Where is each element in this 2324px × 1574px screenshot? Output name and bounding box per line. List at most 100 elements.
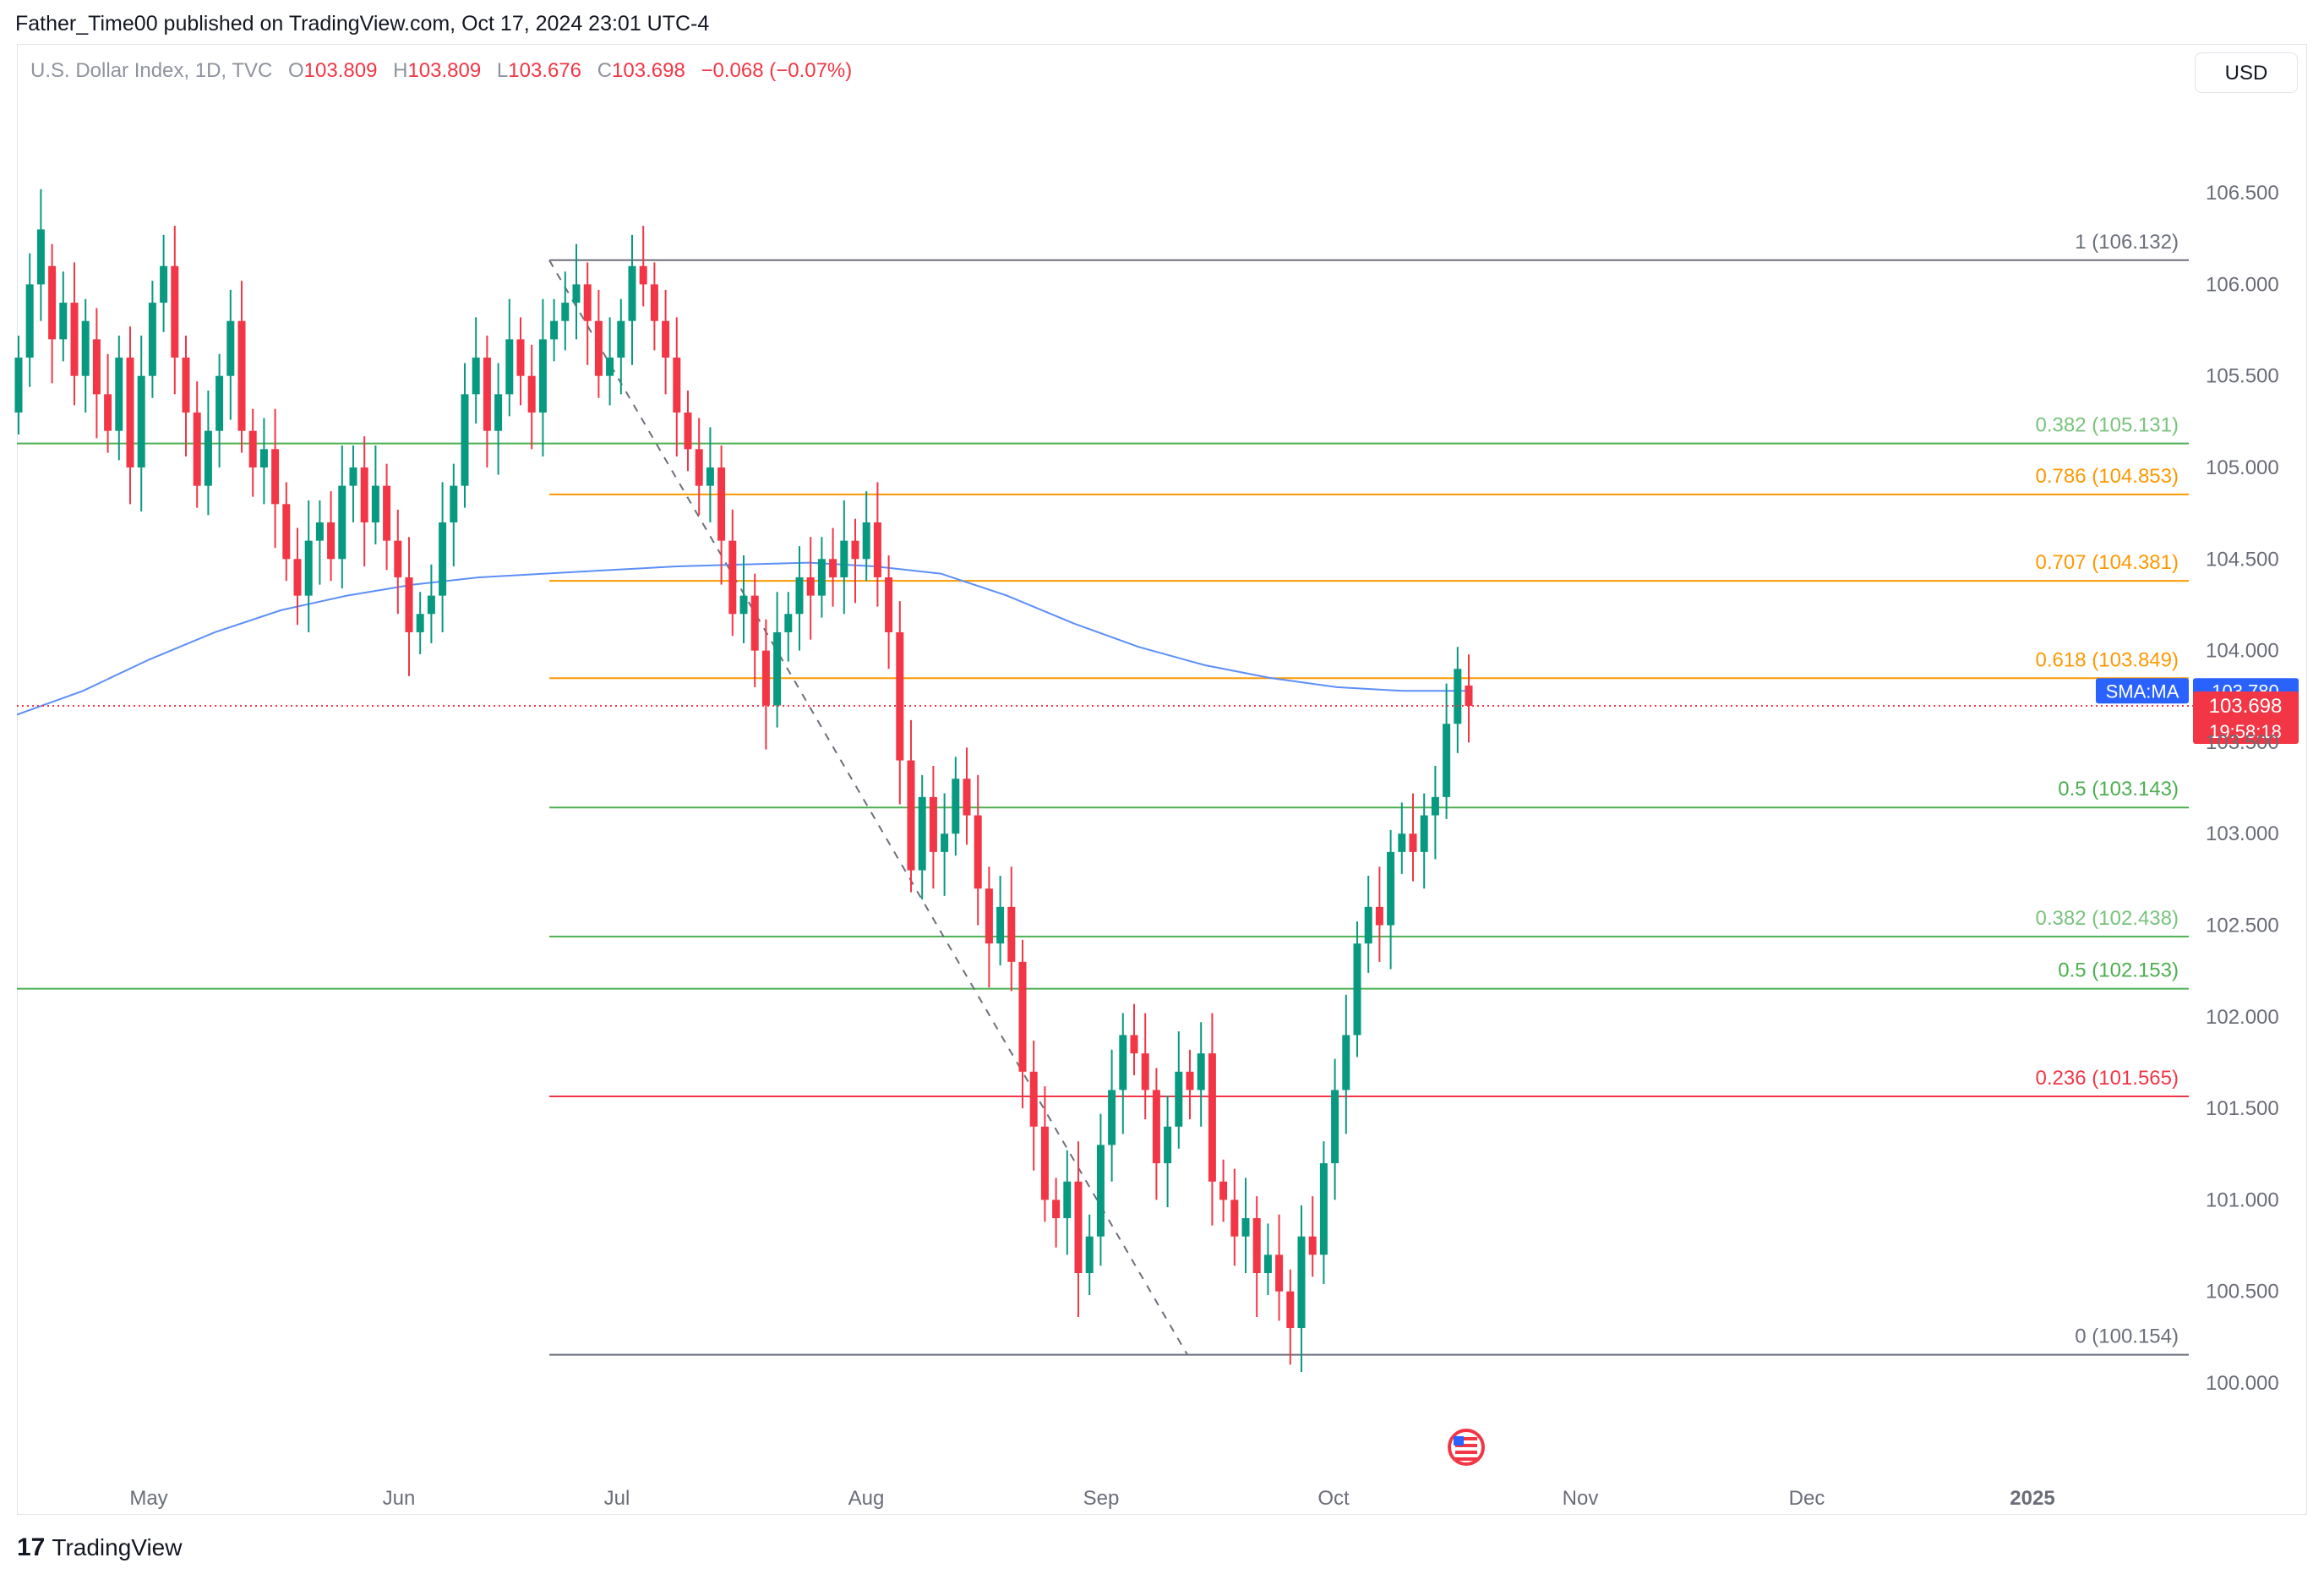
candle-body[interactable] (461, 394, 469, 486)
candle-body[interactable] (862, 522, 870, 560)
candle-body[interactable] (1052, 1200, 1061, 1219)
candle-body[interactable] (1208, 1053, 1216, 1182)
tradingview-logo[interactable]: 17 TradingView (17, 1533, 182, 1562)
candle-body[interactable] (817, 559, 826, 596)
candle-body[interactable] (583, 284, 592, 321)
candle-body[interactable] (695, 449, 703, 486)
candle-body[interactable] (70, 303, 79, 376)
candle-body[interactable] (137, 375, 145, 467)
candle-body[interactable] (1443, 724, 1451, 797)
candle-body[interactable] (538, 339, 547, 413)
candle-body[interactable] (1387, 851, 1395, 926)
candle-body[interactable] (115, 358, 123, 431)
candle-body[interactable] (1230, 1200, 1239, 1237)
candle-body[interactable] (1164, 1126, 1172, 1164)
candle-body[interactable] (606, 358, 614, 376)
candle-body[interactable] (1152, 1090, 1160, 1164)
currency-button[interactable]: USD (2195, 52, 2298, 93)
candle-body[interactable] (1108, 1090, 1116, 1145)
candle-body[interactable] (873, 522, 881, 577)
candle-body[interactable] (550, 320, 559, 340)
candle-body[interactable] (182, 358, 190, 413)
candle-body[interactable] (383, 485, 391, 541)
candle-body[interactable] (371, 485, 379, 522)
candle-body[interactable] (1375, 906, 1383, 926)
candle-body[interactable] (1018, 961, 1027, 1072)
candle-body[interactable] (750, 595, 759, 651)
candle-body[interactable] (25, 284, 34, 358)
candle-body[interactable] (1219, 1181, 1228, 1200)
candle-body[interactable] (505, 339, 514, 395)
candle-body[interactable] (472, 358, 480, 395)
candle-body[interactable] (293, 559, 302, 596)
candle-body[interactable] (1409, 833, 1417, 852)
candle-body[interactable] (394, 540, 402, 577)
candle-body[interactable] (1063, 1181, 1072, 1219)
candle-body[interactable] (1241, 1218, 1250, 1237)
candle-body[interactable] (918, 796, 926, 871)
candle-body[interactable] (1007, 906, 1016, 962)
candle-body[interactable] (327, 522, 336, 560)
candle-body[interactable] (215, 375, 224, 431)
candle-body[interactable] (204, 430, 212, 486)
candle-body[interactable] (784, 614, 793, 632)
candle-body[interactable] (806, 577, 815, 596)
candle-body[interactable] (851, 540, 859, 560)
candle-body[interactable] (1040, 1126, 1049, 1200)
candle-body[interactable] (1130, 1035, 1138, 1054)
candle-body[interactable] (160, 265, 168, 303)
candle-body[interactable] (996, 906, 1005, 944)
candle-body[interactable] (237, 320, 246, 431)
candle-body[interactable] (706, 467, 714, 486)
candle-body[interactable] (896, 631, 904, 761)
candle-body[interactable] (985, 888, 993, 944)
candle-body[interactable] (271, 449, 280, 505)
candle-body[interactable] (761, 650, 770, 706)
candle-body[interactable] (561, 303, 570, 321)
candle-body[interactable] (1286, 1291, 1295, 1329)
candle-body[interactable] (929, 796, 937, 852)
candle-body[interactable] (282, 504, 291, 560)
candle-body[interactable] (885, 577, 893, 632)
candle-body[interactable] (1197, 1053, 1205, 1090)
candle-body[interactable] (1085, 1236, 1094, 1274)
candle-body[interactable] (1275, 1254, 1284, 1292)
candle-body[interactable] (795, 577, 804, 615)
candle-body[interactable] (427, 595, 435, 615)
candle-body[interactable] (126, 358, 134, 467)
candle-body[interactable] (104, 394, 112, 431)
candle-body[interactable] (405, 577, 413, 632)
candle-body[interactable] (171, 265, 179, 358)
candle-body[interactable] (36, 229, 45, 285)
candle-body[interactable] (315, 522, 324, 541)
candle-body[interactable] (1364, 906, 1372, 944)
candle-body[interactable] (450, 485, 458, 522)
candle-body[interactable] (81, 320, 90, 376)
candle-body[interactable] (1454, 669, 1462, 724)
candle-body[interactable] (673, 358, 681, 413)
candle-body[interactable] (617, 320, 625, 358)
candle-body[interactable] (259, 449, 268, 467)
candle-body[interactable] (1465, 685, 1473, 707)
candle-body[interactable] (628, 265, 636, 321)
candle-body[interactable] (717, 467, 726, 541)
candle-body[interactable] (952, 779, 960, 834)
candle-body[interactable] (226, 320, 235, 376)
candle-body[interactable] (304, 540, 313, 596)
candle-body[interactable] (1398, 833, 1406, 852)
candle-body[interactable] (1431, 796, 1439, 816)
candle-body[interactable] (1096, 1145, 1105, 1237)
us-flag-icon[interactable] (1448, 1429, 1485, 1466)
candle-body[interactable] (728, 540, 737, 615)
candle-body[interactable] (439, 522, 447, 596)
candle-body[interactable] (48, 265, 57, 340)
candle-body[interactable] (1141, 1053, 1149, 1090)
candle-body[interactable] (1342, 1035, 1350, 1090)
candle-body[interactable] (59, 303, 68, 340)
candle-body[interactable] (684, 413, 692, 450)
candle-body[interactable] (739, 595, 748, 615)
candle-body[interactable] (360, 467, 368, 522)
candle-body[interactable] (1175, 1071, 1183, 1127)
candle-body[interactable] (1074, 1181, 1083, 1274)
